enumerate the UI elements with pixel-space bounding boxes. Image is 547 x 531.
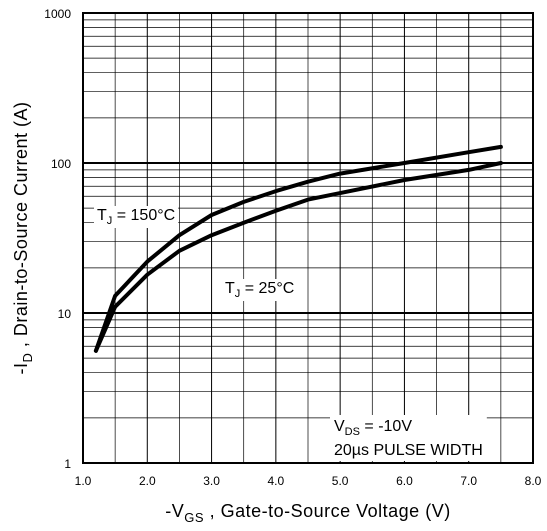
tick-labels: 1.0 2.0 3.0 4.0 5.0 6.0 7.0 8.0 1 10 100 1000 (44, 7, 541, 488)
y-title-post: , Drain-to-Source Current (A) (11, 102, 31, 353)
tj150-label: TJ = 150°C (97, 207, 175, 227)
x-tick-label: 2.0 (139, 474, 156, 488)
series-line (93, 161, 503, 353)
series-lines (93, 144, 503, 353)
y-tick-label: 100 (51, 157, 71, 171)
vds-pre: V (334, 418, 345, 435)
tj25-label: TJ = 25°C (225, 280, 294, 300)
tj150-sub: J (107, 215, 113, 227)
x-axis-title: -VGS , Gate-to-Source Voltage (V) (165, 501, 450, 525)
plot-frame (82, 12, 534, 464)
tj150-label-bg (94, 206, 179, 228)
tj150-pre: T (97, 207, 107, 224)
series-line (93, 144, 503, 353)
x-tick-label: 6.0 (396, 474, 413, 488)
y-title-pre: -I (11, 362, 31, 374)
x-tick-label: 8.0 (525, 474, 542, 488)
y-tick-label: 10 (58, 307, 72, 321)
x-title-pre: -V (165, 501, 184, 521)
x-tick-label: 4.0 (268, 474, 285, 488)
tj25-post: = 25°C (240, 280, 294, 297)
conditions-pulse-label: 20µs PULSE WIDTH (334, 442, 483, 459)
grid (82, 13, 534, 463)
x-title-post: , Gate-to-Source Voltage (V) (204, 501, 451, 521)
conditions-vds-label: VDS = -10V (334, 418, 412, 438)
tj25-label-bg (222, 279, 298, 301)
y-title-sub: D (20, 353, 35, 363)
vds-sub: DS (345, 426, 360, 438)
x-title-sub: GS (184, 510, 204, 525)
y-axis-title: -ID , Drain-to-Source Current (A) (11, 102, 35, 375)
y-tick-label: 1 (64, 457, 71, 471)
vds-post: = -10V (360, 418, 412, 435)
tj25-pre: T (225, 280, 235, 297)
x-tick-label: 7.0 (460, 474, 477, 488)
x-tick-label: 3.0 (203, 474, 220, 488)
x-tick-label: 5.0 (332, 474, 349, 488)
x-tick-label: 1.0 (75, 474, 92, 488)
tj25-sub: J (235, 288, 241, 300)
tj150-post: = 150°C (112, 207, 175, 224)
y-tick-label: 1000 (44, 7, 71, 21)
conditions-label-bg (330, 415, 487, 461)
